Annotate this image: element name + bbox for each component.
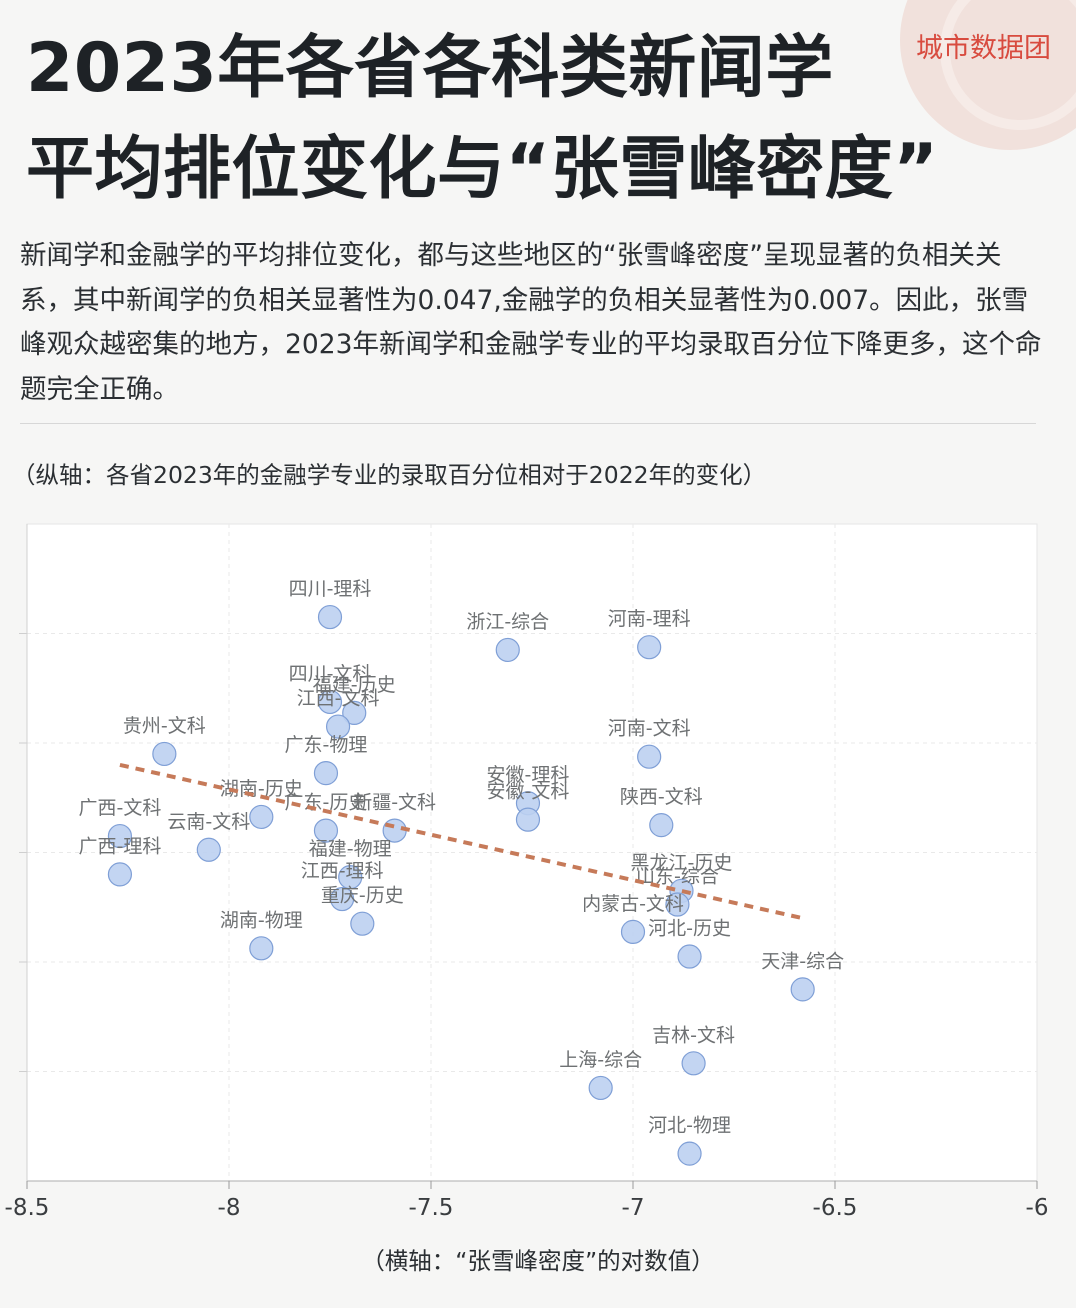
x-tick-label: -7 [622, 1195, 645, 1221]
data-point [515, 807, 541, 832]
point-label: 河北-历史 [648, 918, 731, 940]
point-label: 黑龙江-历史 [631, 852, 733, 874]
data-point [637, 744, 662, 769]
point-label: 贵州-文科 [123, 715, 206, 737]
data-point [196, 837, 221, 862]
x-tick-label: -7.5 [409, 1195, 454, 1221]
x-tick-label: -6 [1026, 1195, 1049, 1221]
point-label: 天津-综合 [761, 950, 844, 972]
point-label: 江西-文科 [297, 688, 380, 710]
data-point [313, 761, 339, 786]
point-label: 山东-综合 [636, 866, 719, 888]
point-label: 安徽-文科 [487, 781, 570, 803]
data-point [677, 944, 702, 969]
point-label: 吉林-文科 [652, 1024, 735, 1046]
point-label: 浙江-综合 [466, 611, 549, 633]
point-label: 河南-理科 [608, 608, 691, 630]
data-point [350, 911, 375, 936]
point-label: 新疆-文科 [353, 792, 436, 814]
divider [20, 423, 1036, 424]
point-label: 广西-文科 [78, 797, 161, 819]
data-point [677, 1141, 702, 1166]
point-label: 福建-物理 [309, 838, 392, 860]
data-point [620, 919, 646, 944]
point-label: 安徽-理科 [487, 764, 570, 786]
x-axis-note: （横轴：“张雪峰密度”的对数值） [361, 1247, 715, 1275]
point-label: 福建-历史 [313, 674, 396, 696]
title-line-2: 平均排位变化与“张雪峰密度” [26, 130, 939, 209]
x-tick-label: -6.5 [813, 1195, 858, 1221]
brand-name: 城市数据团 [916, 33, 1051, 64]
x-tick-label: -8 [218, 1195, 241, 1221]
point-label: 上海-综合 [559, 1049, 642, 1071]
data-point [317, 604, 343, 630]
point-label: 河北-物理 [648, 1115, 731, 1137]
data-point [107, 823, 133, 849]
data-point [665, 892, 690, 917]
point-label: 河南-文科 [608, 718, 691, 740]
point-label: 云南-文科 [167, 811, 250, 833]
data-point [330, 886, 355, 912]
point-label: 湖南-物理 [220, 909, 303, 931]
data-point [338, 865, 363, 890]
data-point [342, 700, 367, 725]
data-point [588, 1075, 613, 1101]
point-label: 广东-物理 [285, 734, 368, 756]
data-point [649, 813, 674, 838]
point-label: 江西-理科 [301, 860, 384, 882]
trend-line [119, 762, 804, 921]
data-point [637, 635, 662, 660]
data-point [313, 818, 339, 843]
point-label: 湖南-历史 [220, 778, 303, 800]
point-label: 四川-文科 [289, 663, 372, 685]
point-label: 广西-理科 [78, 835, 161, 857]
point-label: 内蒙古-文科 [582, 893, 684, 915]
point-label: 四川-理科 [289, 578, 372, 600]
point-label: 重庆-历史 [321, 885, 404, 907]
y-axis-note: （纵轴：各省2023年的金融学专业的录取百分位相对于2022年的变化） [12, 461, 767, 489]
description-paragraph: 新闻学和金融学的平均排位变化，都与这些地区的“张雪峰密度”呈现显著的负相关关系，… [20, 240, 1042, 405]
data-point [249, 804, 274, 830]
data-point [681, 1051, 706, 1076]
title-line-1: 2023年各省各科类新闻学 [26, 29, 834, 108]
data-point [249, 936, 274, 961]
data-point [325, 714, 351, 739]
point-label: 陕西-文科 [620, 786, 703, 808]
data-point [317, 689, 343, 715]
data-point [495, 637, 520, 663]
point-label: 广东-历史 [285, 792, 368, 814]
data-point [152, 741, 177, 767]
data-point [790, 977, 815, 1002]
page-title: 2023年各省各科类新闻学 平均排位变化与“张雪峰密度” [26, 18, 986, 220]
data-point [107, 862, 133, 887]
x-tick-label: -8.5 [5, 1195, 50, 1221]
